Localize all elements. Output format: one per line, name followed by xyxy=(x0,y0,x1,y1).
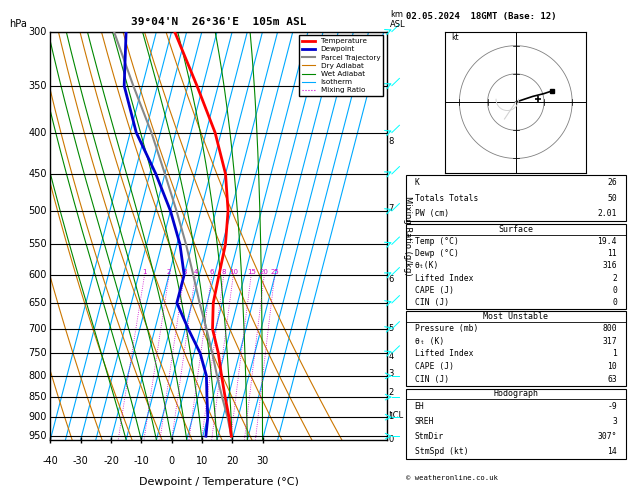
Text: SREH: SREH xyxy=(415,417,434,426)
Text: 4: 4 xyxy=(389,352,394,361)
Text: 0: 0 xyxy=(169,456,175,466)
Text: 316: 316 xyxy=(603,261,617,270)
Text: -10: -10 xyxy=(133,456,149,466)
Text: 30: 30 xyxy=(257,456,269,466)
Text: -9: -9 xyxy=(607,402,617,411)
Text: 7: 7 xyxy=(389,204,394,213)
Text: 2.01: 2.01 xyxy=(598,209,617,218)
Text: 2: 2 xyxy=(167,269,171,275)
Text: 2: 2 xyxy=(612,274,617,283)
Text: CIN (J): CIN (J) xyxy=(415,298,448,307)
Text: 800: 800 xyxy=(603,324,617,332)
Text: 300: 300 xyxy=(28,27,47,36)
Text: Hodograph: Hodograph xyxy=(493,389,538,398)
Text: -30: -30 xyxy=(73,456,89,466)
Text: θₜ (K): θₜ (K) xyxy=(415,336,444,346)
Text: 10: 10 xyxy=(196,456,208,466)
Text: 850: 850 xyxy=(28,392,47,402)
Text: Dewp (°C): Dewp (°C) xyxy=(415,249,459,258)
Text: Totals Totals: Totals Totals xyxy=(415,193,478,203)
Text: 600: 600 xyxy=(28,270,47,280)
Text: 0: 0 xyxy=(389,435,394,444)
Text: 400: 400 xyxy=(28,127,47,138)
Text: 25: 25 xyxy=(270,269,279,275)
Text: -40: -40 xyxy=(42,456,58,466)
Text: km
ASL: km ASL xyxy=(390,11,406,29)
Text: 4: 4 xyxy=(193,269,198,275)
Text: hPa: hPa xyxy=(9,19,27,29)
Text: 0: 0 xyxy=(612,298,617,307)
Text: CAPE (J): CAPE (J) xyxy=(415,363,454,371)
Text: 1: 1 xyxy=(389,412,394,421)
Text: 0: 0 xyxy=(612,286,617,295)
Text: 6: 6 xyxy=(389,275,394,284)
Text: Mixing Ratio (g/kg): Mixing Ratio (g/kg) xyxy=(403,196,411,276)
Text: 450: 450 xyxy=(28,169,47,179)
Text: 50: 50 xyxy=(607,193,617,203)
Text: StmDir: StmDir xyxy=(415,432,444,441)
Text: 550: 550 xyxy=(28,239,47,249)
Text: -20: -20 xyxy=(103,456,119,466)
Text: 3: 3 xyxy=(182,269,187,275)
Text: 39°04'N  26°36'E  105m ASL: 39°04'N 26°36'E 105m ASL xyxy=(131,17,306,27)
Text: EH: EH xyxy=(415,402,425,411)
Text: Lifted Index: Lifted Index xyxy=(415,349,473,359)
Text: 800: 800 xyxy=(28,371,47,381)
Text: 8: 8 xyxy=(389,137,394,146)
Text: 63: 63 xyxy=(607,375,617,384)
Text: LCL: LCL xyxy=(389,411,404,420)
Text: StmSpd (kt): StmSpd (kt) xyxy=(415,447,468,456)
Text: 14: 14 xyxy=(607,447,617,456)
Text: 3: 3 xyxy=(389,369,394,378)
Text: 900: 900 xyxy=(28,412,47,422)
Text: kt: kt xyxy=(451,33,459,42)
Text: 15: 15 xyxy=(247,269,255,275)
Text: 350: 350 xyxy=(28,81,47,91)
Text: 8: 8 xyxy=(221,269,226,275)
Text: 307°: 307° xyxy=(598,432,617,441)
Text: Dewpoint / Temperature (°C): Dewpoint / Temperature (°C) xyxy=(138,477,299,486)
Text: 10: 10 xyxy=(607,363,617,371)
Text: © weatheronline.co.uk: © weatheronline.co.uk xyxy=(406,475,498,481)
Text: 700: 700 xyxy=(28,324,47,334)
Text: 02.05.2024  18GMT (Base: 12): 02.05.2024 18GMT (Base: 12) xyxy=(406,12,556,21)
Text: K: K xyxy=(415,178,420,187)
Text: 11: 11 xyxy=(607,249,617,258)
Text: Most Unstable: Most Unstable xyxy=(483,312,548,321)
Text: Temp (°C): Temp (°C) xyxy=(415,237,459,246)
Legend: Temperature, Dewpoint, Parcel Trajectory, Dry Adiabat, Wet Adiabat, Isotherm, Mi: Temperature, Dewpoint, Parcel Trajectory… xyxy=(299,35,383,96)
Text: 500: 500 xyxy=(28,206,47,216)
Text: 3: 3 xyxy=(612,417,617,426)
Text: 950: 950 xyxy=(28,431,47,441)
Text: 19.4: 19.4 xyxy=(598,237,617,246)
Text: 1: 1 xyxy=(612,349,617,359)
Text: PW (cm): PW (cm) xyxy=(415,209,448,218)
Text: CIN (J): CIN (J) xyxy=(415,375,448,384)
Text: 10: 10 xyxy=(229,269,238,275)
Text: 5: 5 xyxy=(389,325,394,333)
Text: θₜ(K): θₜ(K) xyxy=(415,261,439,270)
Text: 1: 1 xyxy=(142,269,147,275)
Text: 6: 6 xyxy=(209,269,214,275)
Text: 317: 317 xyxy=(603,336,617,346)
Text: CAPE (J): CAPE (J) xyxy=(415,286,454,295)
Text: 26: 26 xyxy=(607,178,617,187)
Text: 650: 650 xyxy=(28,298,47,308)
Text: Surface: Surface xyxy=(498,225,533,234)
Text: Pressure (mb): Pressure (mb) xyxy=(415,324,478,332)
Text: 750: 750 xyxy=(28,348,47,358)
Text: 2: 2 xyxy=(389,388,394,398)
Text: 20: 20 xyxy=(260,269,269,275)
Text: Lifted Index: Lifted Index xyxy=(415,274,473,283)
Text: 20: 20 xyxy=(226,456,238,466)
